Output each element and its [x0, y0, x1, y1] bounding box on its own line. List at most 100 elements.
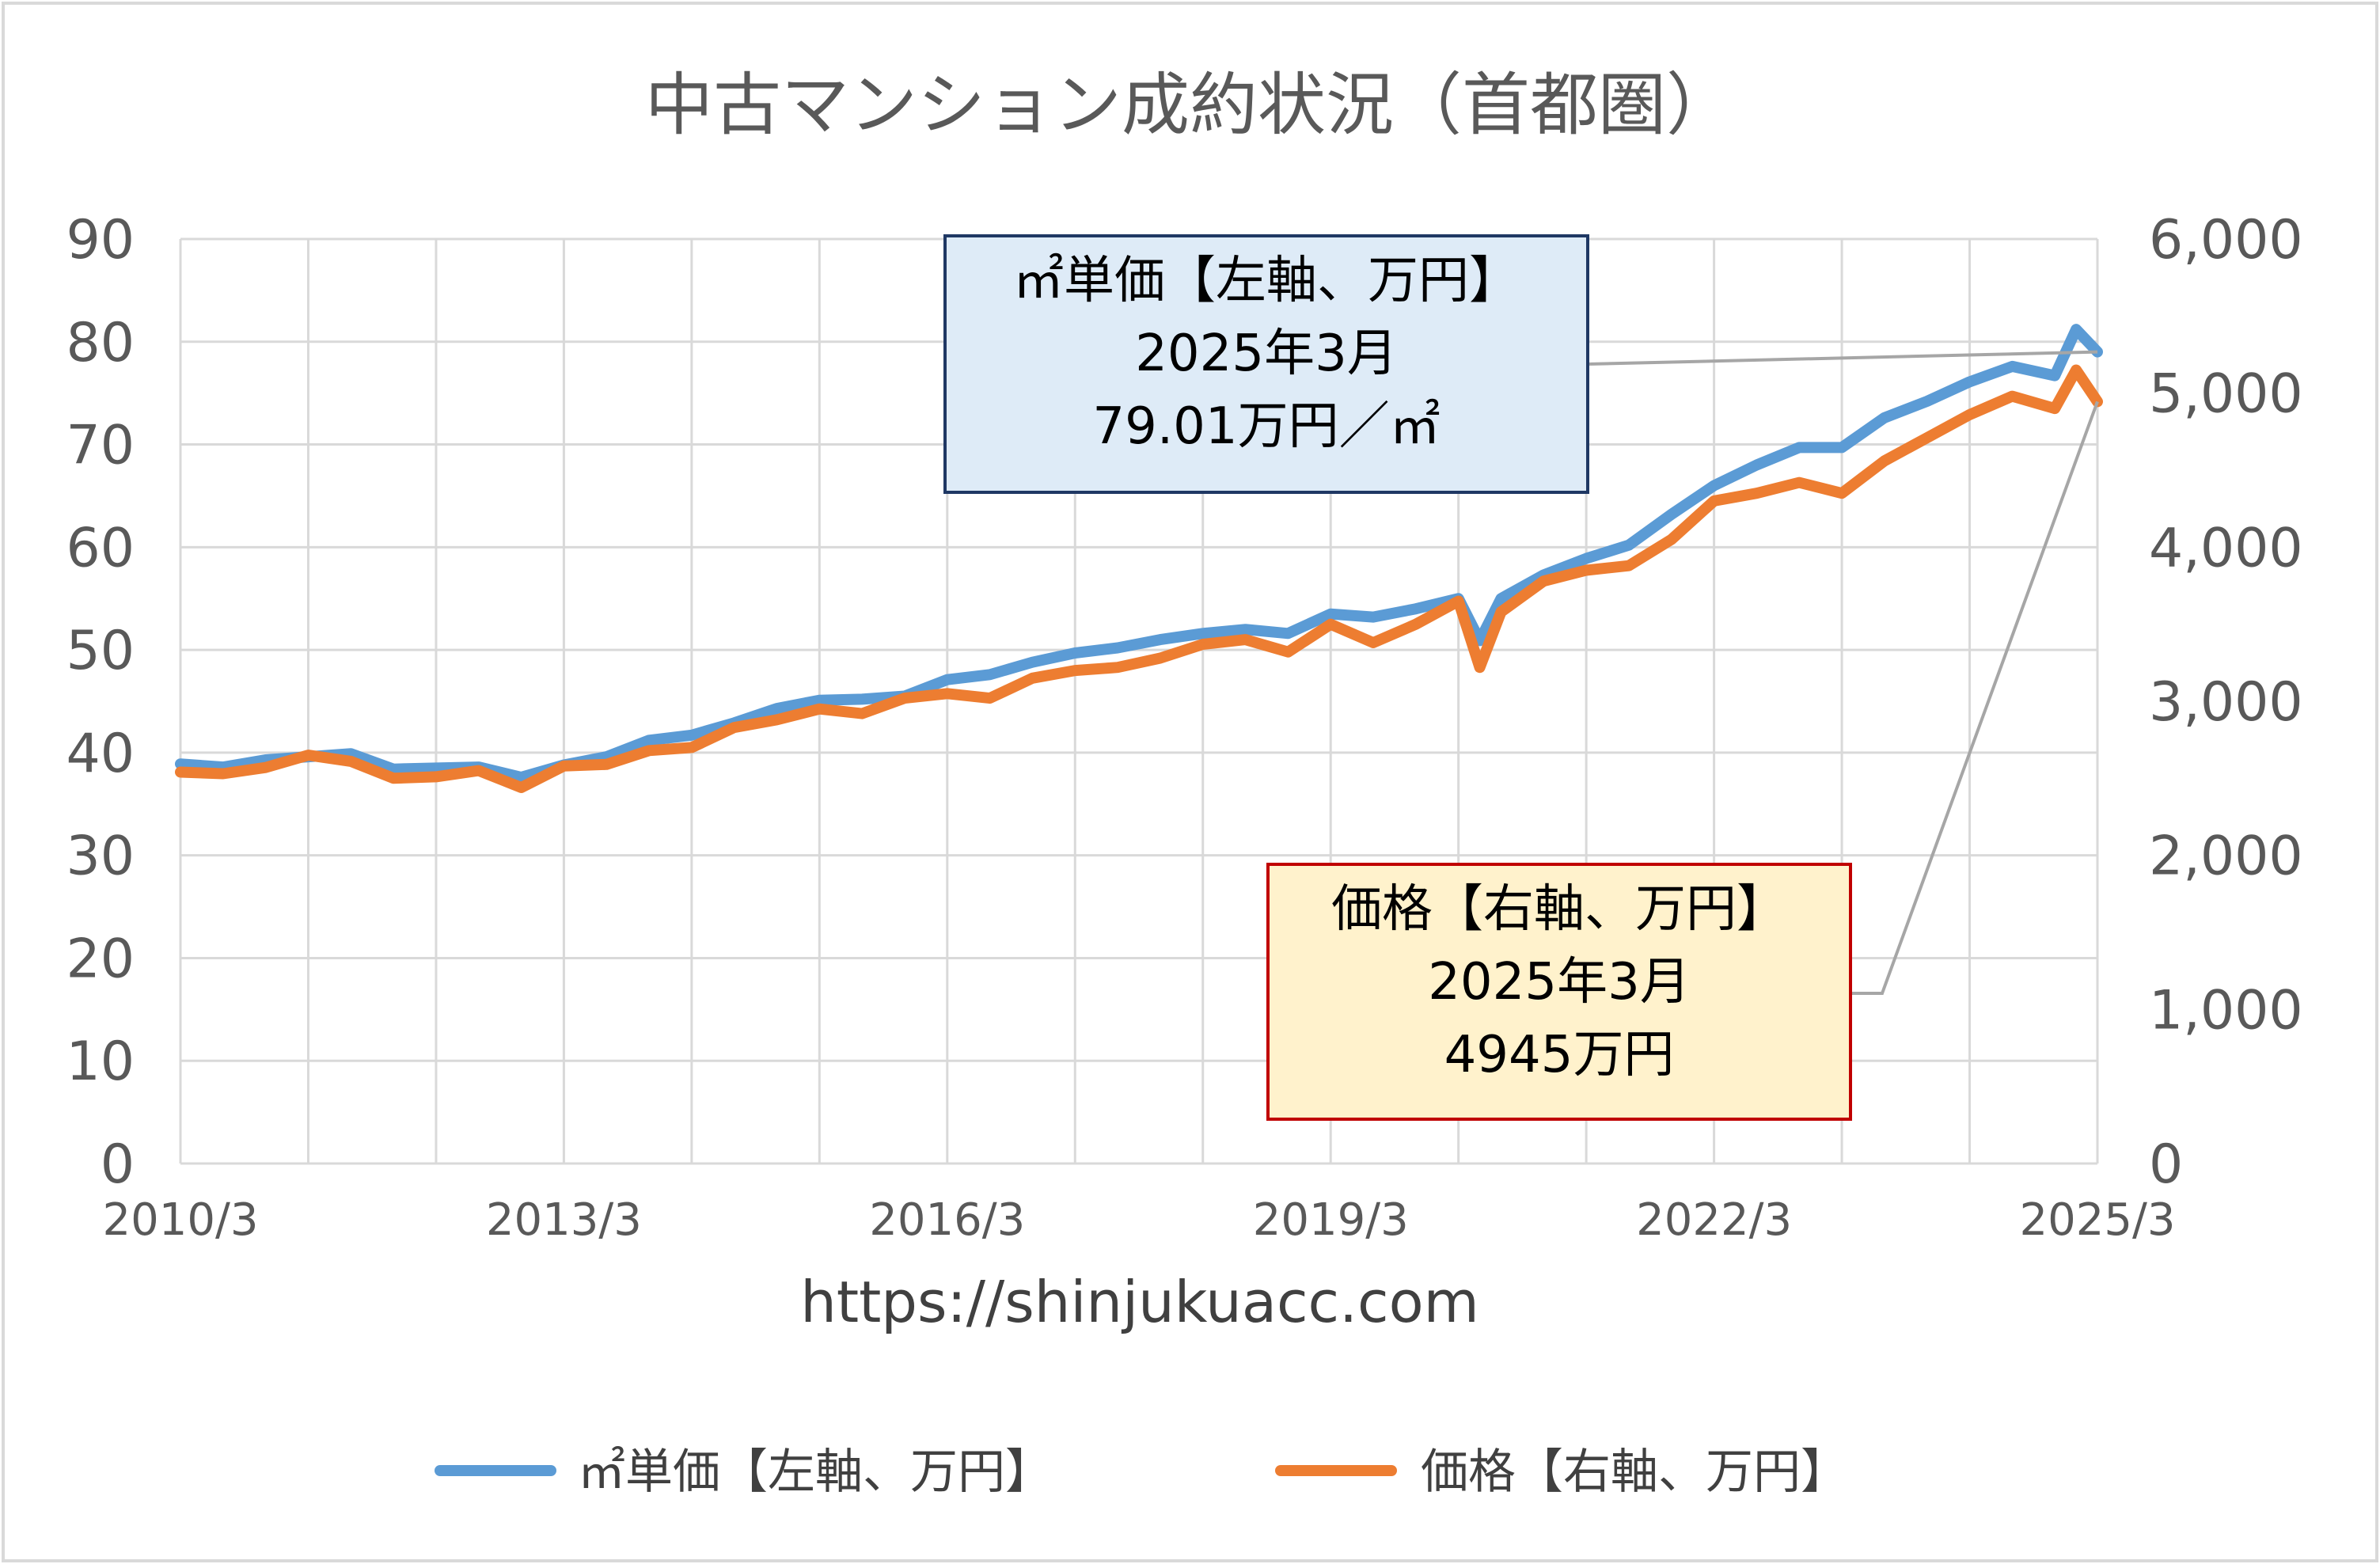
y-left-tick-label: 70 [66, 415, 135, 477]
data-point [348, 758, 354, 764]
data-point [1754, 462, 1759, 468]
data-point [348, 751, 354, 757]
data-point [1797, 445, 1802, 450]
data-point [2074, 327, 2079, 332]
data-point [1285, 631, 1291, 636]
legend-label: 価格【右軸、万円】 [1421, 1444, 1848, 1500]
data-point [774, 706, 780, 712]
callout-box [1266, 863, 1852, 1121]
y-left-tick-label: 10 [66, 1031, 135, 1093]
data-point [1754, 491, 1759, 496]
data-point [1030, 675, 1035, 681]
y-right-tick-label: 2,000 [2149, 826, 2303, 888]
data-point [604, 761, 609, 767]
data-point [1711, 483, 1717, 488]
data-point [987, 672, 993, 678]
data-point [1072, 651, 1078, 656]
data-point [1477, 638, 1482, 643]
data-point [902, 696, 907, 701]
data-point [1924, 435, 1930, 441]
y-right-tick-label: 3,000 [2149, 671, 2303, 734]
data-point [1115, 665, 1121, 670]
data-point [1668, 537, 1674, 542]
data-point [689, 745, 694, 750]
callout-text-line: ㎡単価【左軸、万円】 [1013, 252, 1520, 310]
data-point [1924, 399, 1930, 404]
data-point [1626, 563, 1631, 568]
data-point [1413, 621, 1418, 627]
series-line-unit-price [175, 324, 2103, 783]
data-point [944, 691, 950, 697]
data-point [987, 696, 993, 701]
data-point [647, 748, 652, 754]
data-point [1115, 645, 1121, 651]
y-left-tick-label: 60 [66, 517, 135, 579]
data-point [1285, 649, 1291, 655]
callout-text-line: 2025年3月 [1428, 953, 1691, 1012]
y-right-tick-label: 5,000 [2149, 363, 2303, 426]
callout-unit-price: ㎡単価【左軸、万円】 2025年3月 79.01万円／㎡ [943, 234, 2098, 494]
data-point [1072, 668, 1078, 674]
data-point [1498, 609, 1504, 615]
data-point [1477, 665, 1482, 670]
data-point [178, 769, 183, 775]
data-point [1030, 659, 1035, 665]
data-point [1626, 542, 1631, 548]
data-point [1839, 445, 1845, 450]
data-point [1967, 379, 1972, 385]
data-point [1157, 637, 1163, 643]
data-point [178, 761, 183, 767]
data-point [2052, 373, 2058, 378]
data-point [817, 706, 822, 712]
data-point [1371, 640, 1376, 646]
data-point [306, 753, 311, 758]
data-point [860, 697, 865, 702]
data-point [1881, 415, 1887, 420]
data-point [1243, 637, 1248, 643]
data-point [2010, 393, 2015, 399]
data-point [731, 725, 737, 731]
data-point [433, 774, 438, 780]
source-url: https://shinjukuacc.com [800, 1269, 1479, 1335]
legend: ㎡単価【左軸、万円】 価格【右軸、万円】 [435, 1444, 1848, 1500]
data-point [1200, 631, 1205, 636]
data-point [263, 757, 268, 762]
data-point [944, 677, 950, 682]
legend-item-price: 価格【右軸、万円】 [1275, 1444, 1848, 1500]
data-point [1541, 579, 1547, 584]
y-left-tick-label: 90 [66, 209, 135, 271]
data-point [1498, 596, 1504, 602]
data-point [1157, 655, 1163, 661]
y-right-tick-label: 4,000 [2149, 517, 2303, 579]
data-point [1456, 598, 1461, 604]
series-line-price [175, 364, 2103, 793]
y-left-tick-label: 40 [66, 723, 135, 785]
callout-text-line: 価格【右軸、万円】 [1331, 880, 1787, 939]
y-left-tick-label: 30 [66, 826, 135, 888]
data-point [391, 776, 397, 781]
data-point [1711, 498, 1717, 503]
data-point [433, 765, 438, 771]
data-point [2010, 363, 2015, 369]
data-point [1584, 568, 1589, 573]
callout-leader-line [1850, 400, 2099, 995]
data-point [476, 768, 481, 773]
y-left-tick-label: 20 [66, 928, 135, 990]
callout-text-line: 2025年3月 [1135, 325, 1398, 383]
data-point [220, 771, 226, 776]
legend-label: ㎡単価【左軸、万円】 [578, 1444, 1053, 1500]
data-point [604, 754, 609, 760]
data-point [518, 775, 524, 780]
data-point [1967, 412, 1972, 417]
data-point [1200, 641, 1205, 647]
data-point [561, 763, 567, 769]
axis-layer: 0 10 20 30 40 50 60 70 80 90 0 1,000 2,000 3,000 4,000… [66, 209, 2302, 1246]
data-point [1243, 627, 1248, 632]
x-tick-label: 2019/3 [1253, 1194, 1409, 1246]
data-point [689, 732, 694, 738]
y-left-tick-label: 0 [101, 1133, 135, 1196]
x-tick-label: 2025/3 [2019, 1194, 2175, 1246]
